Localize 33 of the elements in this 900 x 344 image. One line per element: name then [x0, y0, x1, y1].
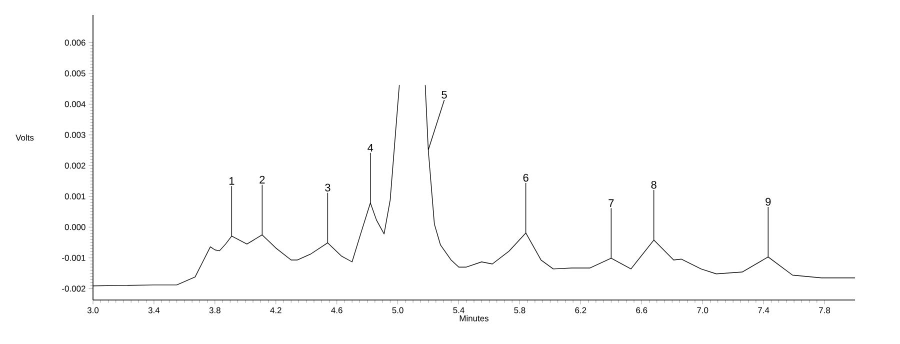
x-tick-label: 4.2 — [270, 307, 282, 314]
x-tick-label: 6.6 — [636, 307, 648, 314]
x-tick-label: 7.4 — [758, 307, 770, 314]
annotation: 2 — [260, 176, 265, 184]
x-tick-label: 3.4 — [148, 307, 160, 314]
annotation: 9 — [766, 198, 771, 206]
annotation: 4 — [368, 144, 374, 152]
y-tick-label: 0.001 — [64, 193, 86, 200]
x-tick-label: 6.2 — [575, 307, 586, 314]
x-tick-label: 3.0 — [87, 307, 99, 314]
y-tick-label: -0.002 — [62, 286, 86, 292]
x-tick-label: 3.8 — [209, 307, 220, 314]
annotation: 6 — [523, 174, 528, 182]
y-tick-label: 0.002 — [64, 162, 86, 169]
y-tick-label: -0.001 — [62, 254, 86, 261]
annotation: 8 — [651, 180, 656, 189]
x-tick-label: 5.0 — [392, 307, 404, 314]
x-tick-label: 7.0 — [697, 307, 708, 314]
y-tick-label: 0.000 — [64, 224, 86, 230]
annotation: 1 — [229, 177, 234, 185]
y-axis-title: Volts — [16, 134, 34, 141]
y-tick-label: 0.004 — [64, 101, 86, 108]
y-tick-label: 0.005 — [64, 70, 86, 76]
x-tick-label: 5.8 — [514, 307, 526, 314]
y-tick-label: 0.003 — [64, 132, 86, 138]
annotation: 3 — [325, 184, 330, 192]
annotation: 7 — [608, 199, 614, 207]
x-tick-label: 5.4 — [453, 307, 464, 314]
annotation: 5 — [442, 90, 447, 99]
x-tick-label: 7.8 — [819, 307, 830, 314]
x-axis-title: Minutes — [460, 315, 489, 322]
y-tick-label: 0.006 — [64, 40, 86, 46]
x-tick-label: 4.6 — [331, 307, 342, 314]
